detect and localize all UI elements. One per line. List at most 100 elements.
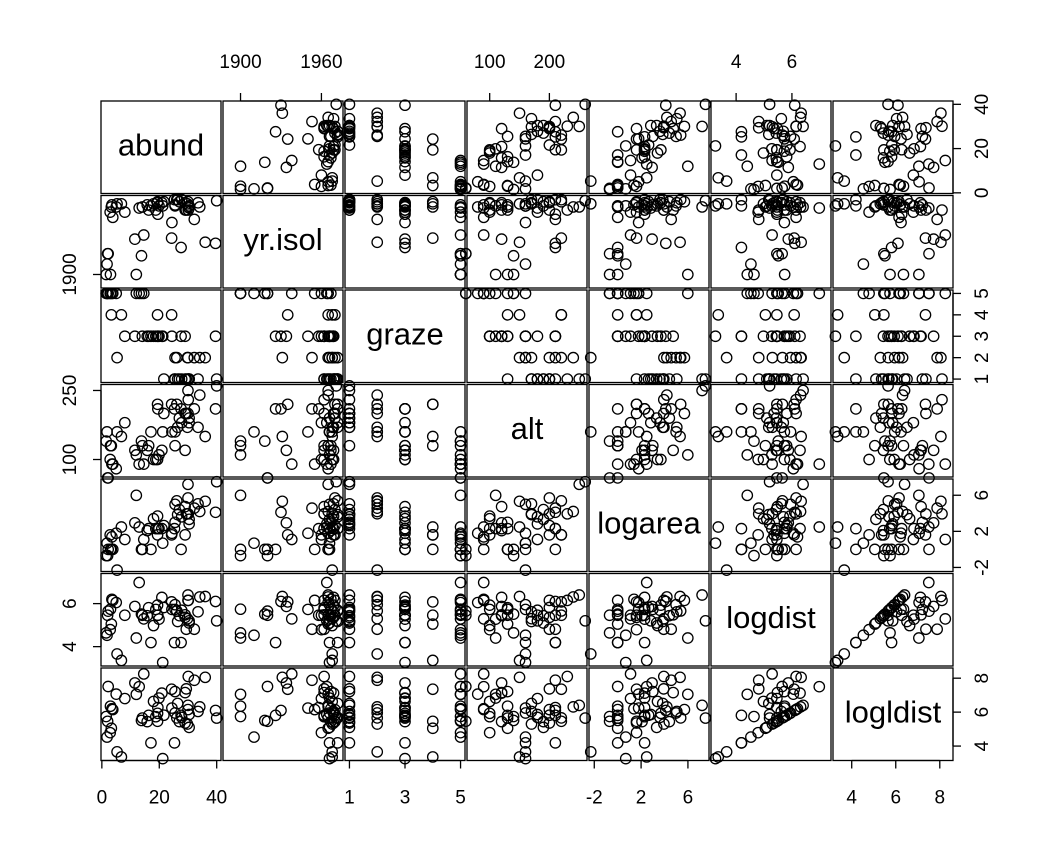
point: [371, 674, 384, 687]
point: [897, 543, 910, 556]
point: [322, 699, 335, 712]
point: [927, 233, 940, 246]
point: [892, 595, 904, 608]
point: [209, 506, 222, 519]
point: [870, 412, 882, 424]
point: [646, 233, 658, 246]
point: [883, 145, 896, 158]
point: [137, 287, 150, 300]
point: [175, 241, 187, 254]
point: [611, 603, 624, 616]
point: [318, 145, 330, 158]
point: [850, 403, 862, 415]
point: [399, 707, 411, 720]
point: [678, 195, 691, 208]
point: [579, 614, 592, 627]
point: [763, 475, 776, 488]
point: [276, 351, 289, 364]
point: [329, 308, 341, 321]
y-tick-label: 1900: [60, 253, 81, 295]
point: [130, 449, 143, 461]
point: [209, 237, 222, 250]
point: [632, 287, 645, 300]
point: [519, 149, 532, 161]
point: [893, 120, 905, 133]
point: [501, 516, 514, 529]
point: [681, 449, 694, 461]
point: [399, 710, 411, 723]
point: [343, 478, 356, 491]
point: [656, 128, 669, 141]
point: [850, 130, 862, 143]
point: [137, 668, 150, 680]
point: [329, 492, 341, 504]
point: [343, 699, 356, 712]
point: [913, 489, 925, 502]
point: [330, 712, 343, 724]
point: [795, 671, 807, 684]
point: [908, 330, 920, 343]
point: [371, 623, 384, 636]
point: [519, 258, 532, 270]
point: [343, 623, 356, 636]
point: [712, 521, 725, 533]
point: [147, 330, 160, 343]
point: [130, 688, 143, 701]
point: [454, 154, 467, 167]
point: [712, 308, 725, 321]
point: [501, 204, 514, 216]
point: [118, 330, 131, 343]
point: [923, 543, 935, 556]
point: [454, 731, 467, 743]
point: [234, 183, 247, 196]
point: [158, 519, 170, 532]
point: [169, 685, 181, 698]
point: [315, 169, 328, 181]
point: [199, 495, 212, 508]
point: [813, 458, 826, 470]
point: [879, 287, 891, 300]
x-tick-label: 6: [683, 788, 694, 809]
point: [561, 670, 574, 683]
point: [735, 403, 748, 415]
point: [281, 683, 294, 696]
point: [326, 421, 339, 434]
point: [611, 439, 624, 452]
point: [459, 247, 472, 260]
point: [795, 430, 807, 443]
point: [788, 330, 801, 343]
point: [315, 529, 328, 541]
point: [611, 155, 624, 168]
point: [327, 453, 340, 466]
point: [549, 502, 562, 514]
point: [579, 712, 592, 724]
point: [137, 458, 150, 470]
point: [735, 193, 748, 206]
point: [646, 439, 659, 452]
point: [426, 232, 439, 244]
point: [920, 623, 932, 636]
point: [813, 202, 826, 214]
point: [935, 107, 947, 120]
point: [454, 472, 467, 484]
point: [573, 699, 586, 712]
x-tick-label: 0: [97, 788, 108, 809]
point: [878, 529, 890, 541]
x-tick-label: 8: [934, 788, 945, 809]
point: [318, 623, 330, 636]
point: [573, 478, 586, 491]
point: [931, 213, 943, 226]
point: [331, 636, 344, 649]
point: [182, 384, 194, 397]
point: [775, 112, 788, 125]
point: [766, 507, 779, 520]
point: [658, 612, 670, 625]
point: [142, 601, 155, 614]
point: [234, 627, 247, 639]
point: [343, 112, 356, 125]
point: [531, 206, 544, 218]
point: [234, 435, 247, 447]
point: [181, 421, 194, 434]
point: [790, 407, 802, 420]
point: [543, 717, 556, 729]
